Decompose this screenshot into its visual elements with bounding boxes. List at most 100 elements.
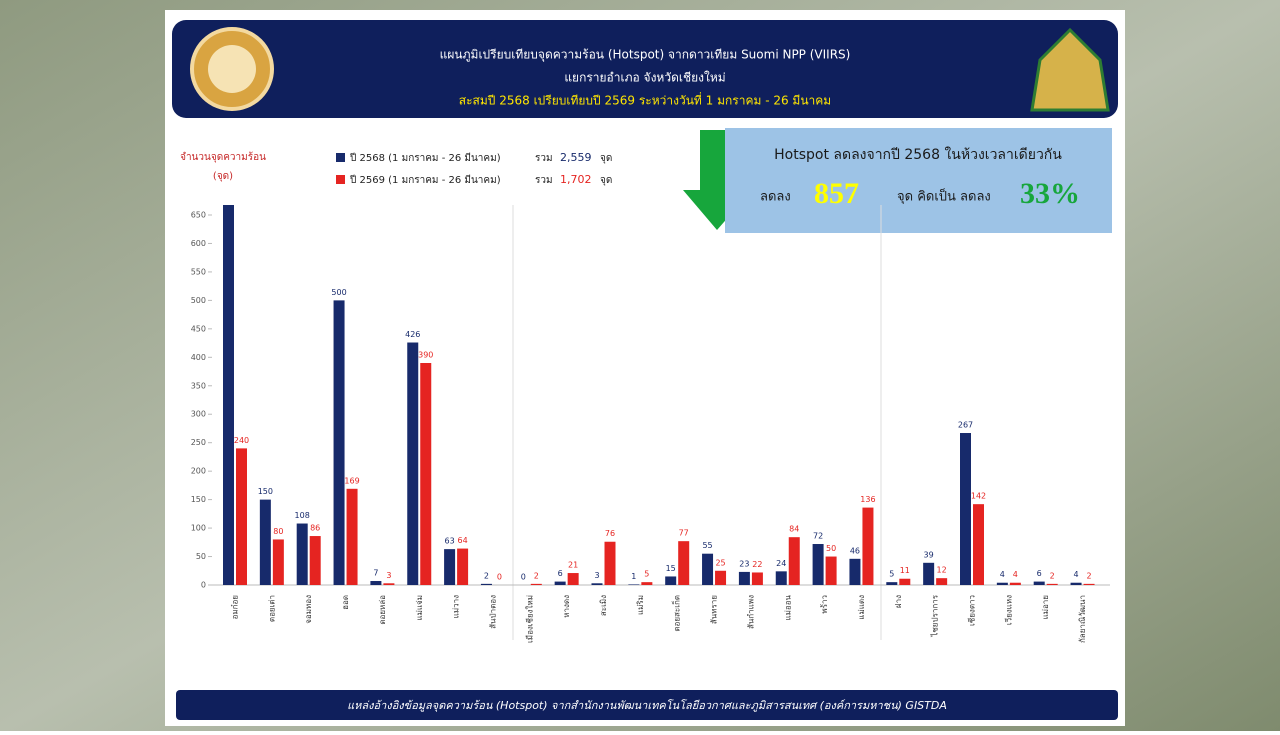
data-label: 23 xyxy=(739,559,749,568)
data-label: 50 xyxy=(826,544,836,553)
bars xyxy=(223,205,1095,585)
data-label: 108 xyxy=(295,511,310,520)
bar xyxy=(457,548,469,585)
data-label: 25 xyxy=(715,558,725,567)
footer-text: แหล่งอ้างอิงข้อมูลจุดความร้อน (Hotspot) … xyxy=(347,699,947,712)
data-label: 64 xyxy=(458,536,468,545)
data-label: 240 xyxy=(234,436,249,445)
data-label: 3 xyxy=(386,571,391,580)
callout-box xyxy=(725,128,1112,233)
data-label: 46 xyxy=(850,546,860,555)
bar xyxy=(567,573,579,585)
bar xyxy=(407,342,419,585)
bar xyxy=(223,205,234,585)
data-label: 22 xyxy=(752,560,762,569)
legend-total: 2,559 xyxy=(560,151,592,164)
data-label: 12 xyxy=(937,566,947,575)
data-label: 2 xyxy=(484,571,489,580)
bar xyxy=(849,558,861,585)
x-tick-label: พร้าว xyxy=(820,595,829,614)
data-label: 80 xyxy=(273,527,283,536)
bar xyxy=(272,539,284,585)
x-tick-label: ฮอด xyxy=(341,595,350,610)
data-label: 15 xyxy=(666,564,676,573)
x-tick-label: ไชยปราการ xyxy=(931,594,940,637)
legend-swatch xyxy=(336,175,345,184)
data-label: 4 xyxy=(1000,570,1005,579)
legend-total-prefix: รวม xyxy=(535,175,553,186)
bar xyxy=(259,499,271,585)
bar xyxy=(738,571,750,585)
callout-amount: 857 xyxy=(814,177,859,210)
y-tick-label: 650 xyxy=(191,211,206,220)
y-tick-label: 250 xyxy=(191,438,206,447)
x-tick-label: เมืองเชียงใหม่ xyxy=(525,595,534,643)
x-tick-label: แม่แจ่ม xyxy=(415,595,424,621)
x-tick-label: เชียงดาว xyxy=(968,595,977,626)
y-tick-label: 400 xyxy=(191,353,206,362)
data-label: 142 xyxy=(971,492,986,501)
bar xyxy=(641,582,653,585)
bar xyxy=(370,581,382,585)
x-tick-label: หางดง xyxy=(562,595,571,618)
data-label: 11 xyxy=(900,566,910,575)
data-label: 86 xyxy=(310,524,320,533)
y-tick-label: 350 xyxy=(191,381,206,390)
bar xyxy=(420,363,432,585)
data-label: 136 xyxy=(860,495,875,504)
legend-label: ปี 2569 (1 มกราคม - 26 มีนาคม) xyxy=(349,174,500,186)
bar xyxy=(678,541,690,585)
bar xyxy=(751,572,763,585)
bar xyxy=(788,537,800,585)
x-tick-label: สันป่าตอง xyxy=(488,595,497,629)
bar xyxy=(1033,581,1045,585)
bar xyxy=(1009,582,1021,585)
bar xyxy=(862,507,874,585)
bar xyxy=(1083,583,1095,585)
bar xyxy=(346,488,358,585)
bar xyxy=(296,523,308,585)
data-label: 150 xyxy=(258,487,273,496)
x-tick-label: สันทราย xyxy=(710,595,719,624)
callout-prefix: ลดลง xyxy=(760,190,791,205)
bar xyxy=(936,578,948,585)
y-tick-label: 550 xyxy=(191,267,206,276)
bar xyxy=(628,584,640,585)
x-tick-label: กัลยาณิวัฒนา xyxy=(1078,595,1087,643)
data-label: 72 xyxy=(813,532,823,541)
data-label: 55 xyxy=(702,541,712,550)
bar xyxy=(383,583,395,585)
bar xyxy=(309,536,321,585)
chart-title: แผนภูมิเปรียบเทียบจุดความร้อน (Hotspot) … xyxy=(440,48,851,63)
legend-total-unit: จุด xyxy=(600,175,612,186)
y-axis-label: จำนวนจุดความร้อน xyxy=(180,151,266,163)
x-tick-label: แม่วาง xyxy=(452,595,461,618)
bar xyxy=(960,433,971,585)
data-label: 6 xyxy=(558,569,563,578)
bar xyxy=(530,583,542,585)
data-label: 24 xyxy=(776,559,786,568)
x-tick-label: ดอยเต่า xyxy=(267,595,276,622)
footer xyxy=(176,690,1118,720)
bar xyxy=(1070,582,1082,585)
legend-total-unit: จุด xyxy=(600,153,612,164)
chart-period: สะสมปี 2568 เปรียบเทียบปี 2569 ระหว่างวั… xyxy=(459,92,831,108)
chart-subtitle: แยกรายอำเภอ จังหวัดเชียงใหม่ xyxy=(564,71,725,85)
x-tick-label: ดอยสะเก็ด xyxy=(672,595,682,632)
y-tick-label: 50 xyxy=(196,552,206,561)
y-tick-label: 600 xyxy=(191,239,206,248)
bar xyxy=(604,541,616,585)
bar xyxy=(591,583,603,585)
data-label: 5 xyxy=(889,570,894,579)
data-label: 84 xyxy=(789,525,799,534)
data-label: 426 xyxy=(405,330,420,339)
data-label: 3 xyxy=(594,571,599,580)
bar xyxy=(554,581,566,585)
callout-percent: 33% xyxy=(1020,177,1080,210)
x-tick-label: อมก๋อย xyxy=(231,595,240,619)
y-tick-label: 450 xyxy=(191,324,206,333)
legend-total-prefix: รวม xyxy=(535,153,553,164)
data-label: 5 xyxy=(644,570,649,579)
y-tick-label: 500 xyxy=(191,296,206,305)
